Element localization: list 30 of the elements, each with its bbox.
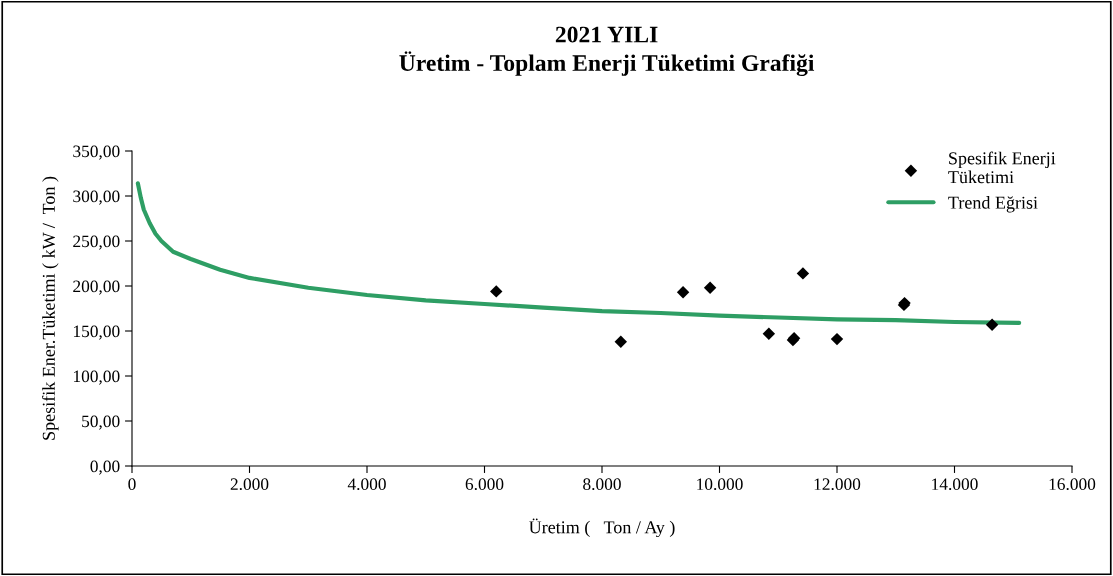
legend-label: Spesifik Enerji Tüketimi: [948, 151, 1056, 184]
point: [796, 267, 810, 280]
y-tick-label: 0,00: [90, 460, 120, 475]
y-tick-label: 50,00: [82, 415, 120, 430]
point: [490, 285, 503, 298]
y-tick-label: 100,00: [73, 370, 120, 385]
y-tick-label: 250,00: [73, 235, 120, 250]
x-axis-title: Üretim ( Ton / Ay ): [529, 518, 675, 538]
point: [985, 318, 999, 331]
x-tick-label: 12.000: [814, 478, 861, 491]
point: [676, 286, 690, 299]
x-tick-label: 2.000: [230, 478, 269, 491]
x-tick-label: 14.000: [932, 478, 978, 491]
x-tick-label: 0: [128, 478, 136, 491]
x-tick-label: 4.000: [347, 478, 386, 491]
x-tick-label: 10.000: [697, 478, 743, 491]
y-tick-label: 200,00: [73, 280, 120, 295]
y-axis-title: Spesifik Ener.Tüketimi ( kW / Ton ): [42, 176, 59, 440]
x-tick-label: 8.000: [583, 478, 621, 491]
y-tick-label: 300,00: [73, 190, 120, 205]
chart-title: 2021 YILI Üretim - Toplam Enerji Tüketimi Grafiği: [399, 26, 815, 77]
point: [762, 327, 776, 340]
legend-label: Trend Eğrisi: [948, 196, 1038, 213]
point: [830, 332, 844, 346]
x-tick-label: 6.000: [465, 478, 504, 491]
point: [703, 281, 717, 295]
y-tick-label: 150,00: [73, 325, 120, 340]
y-tick-label: 350,00: [73, 145, 120, 160]
point: [614, 335, 628, 349]
x-tick-label: 16.000: [1049, 478, 1096, 491]
